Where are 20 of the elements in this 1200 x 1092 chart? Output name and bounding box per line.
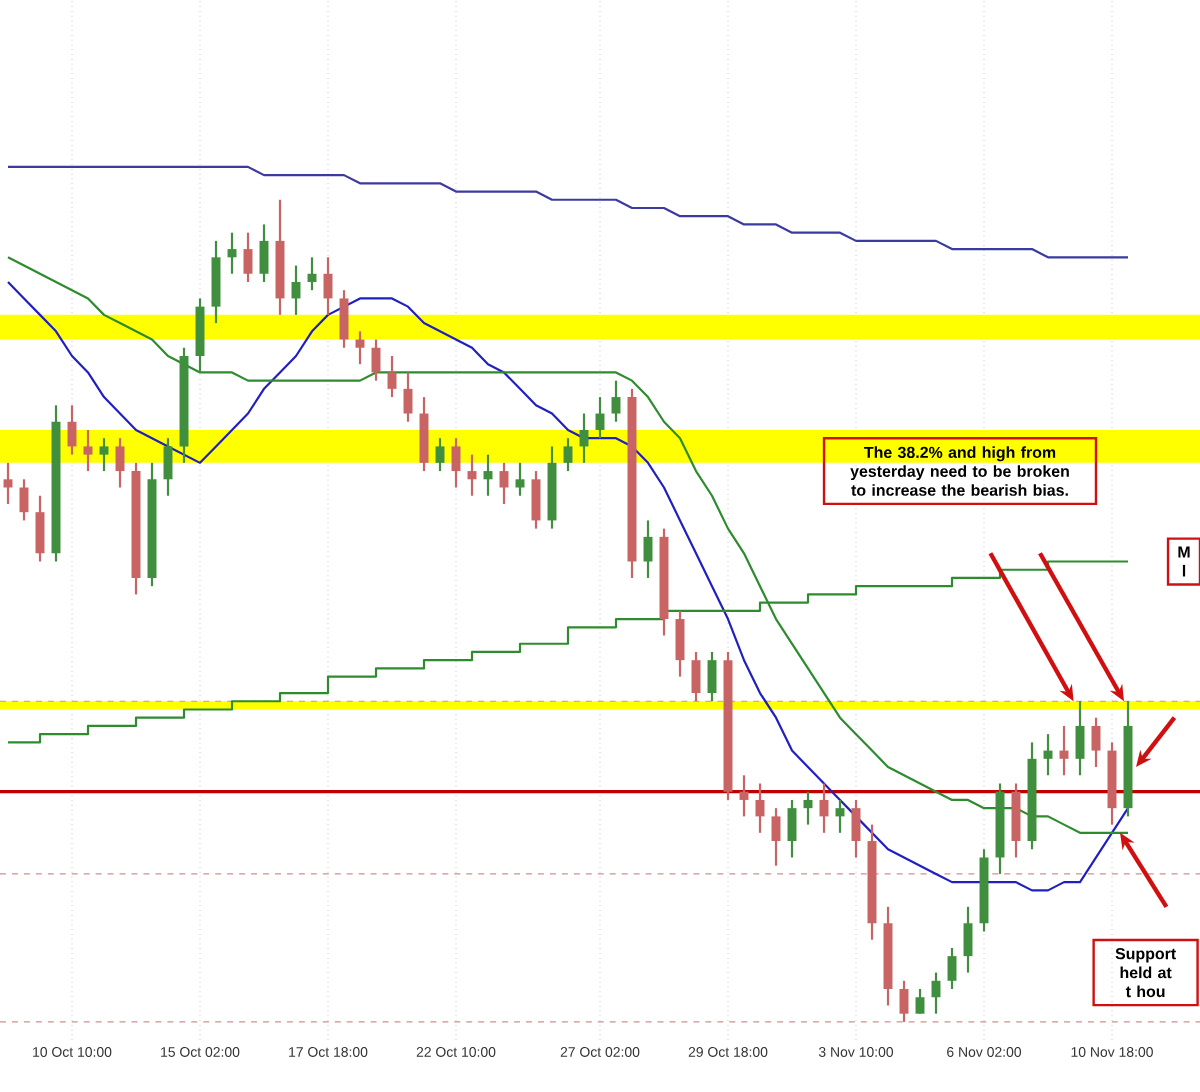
candlestick [899,979,909,1024]
candlestick [643,519,653,580]
candlestick [515,461,525,497]
candlestick [499,461,509,506]
candlestick [771,807,781,867]
candlestick [403,371,413,423]
candlestick [83,428,93,473]
candlestick [611,379,621,423]
candlestick [99,437,109,473]
candlestick [1091,716,1101,769]
candlestick [563,437,573,473]
candlestick [451,437,461,489]
candlestick [435,437,445,473]
candlestick [915,987,925,1015]
candlestick [339,289,349,349]
candlestick [387,354,397,399]
candlestick [947,946,957,991]
candlestick [3,461,13,506]
candlestick [243,231,253,284]
candlestick [115,437,125,489]
